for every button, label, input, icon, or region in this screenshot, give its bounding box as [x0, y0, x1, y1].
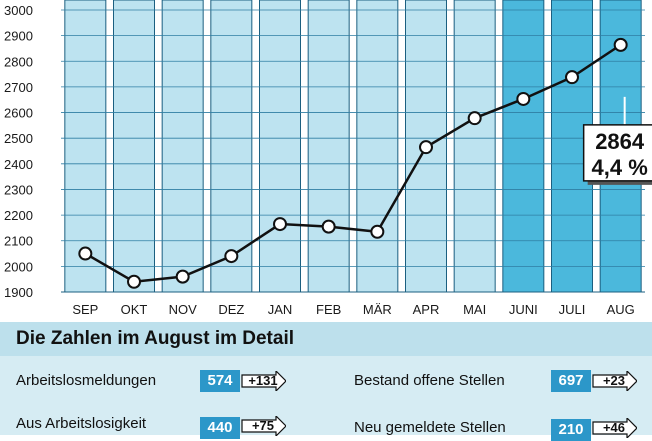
data-point-sep — [78, 246, 93, 261]
y-tick-label: 2200 — [4, 208, 33, 223]
y-tick-label: 2300 — [4, 182, 33, 197]
y-tick-label: 2700 — [4, 80, 33, 95]
column-bar-mai — [453, 0, 496, 293]
detail-panel: Die Zahlen im August im Detail Arbeitslo… — [0, 322, 652, 441]
y-tick-label: 2800 — [4, 54, 33, 69]
column-bar-nov — [161, 0, 204, 293]
data-point-juli — [565, 70, 579, 85]
y-tick-label: 2600 — [4, 106, 33, 121]
row-value-arbeitslosmeldungen: 574 — [200, 370, 240, 392]
x-tick-label: MAI — [463, 302, 486, 317]
detail-title: Die Zahlen im August im Detail — [0, 322, 652, 356]
delta-arrow-icon: +46 — [591, 418, 637, 438]
row-label-neu-gemeldete-stellen: Neu gemeldete Stellen — [354, 419, 506, 436]
column-bar-mär — [356, 0, 399, 293]
y-tick-label: 2500 — [4, 131, 33, 146]
delta-arrow-icon: +131 — [240, 371, 286, 391]
line-chart: 1900 2000 2100 2200 2300 2400 2500 2600 2700 2800… — [4, 0, 652, 317]
data-point-mär — [370, 224, 385, 239]
y-tick-label: 2400 — [4, 157, 33, 172]
callout-value: 2864 — [595, 129, 645, 154]
column-bar-feb — [307, 0, 350, 293]
x-tick-label: JULI — [559, 302, 586, 317]
row-delta-neu-gemeldete-stellen: +46 — [602, 420, 626, 435]
row-label-bestand-offene-stellen: Bestand offene Stellen — [354, 372, 505, 389]
data-point-feb — [321, 219, 336, 234]
y-tick-label: 2900 — [4, 29, 33, 44]
x-tick-label: DEZ — [218, 302, 244, 317]
column-bar-juni — [502, 0, 545, 293]
row-label-aus-arbeitslosigkeit: Aus Arbeitslosigkeit — [16, 415, 147, 432]
row-value-bestand-offene-stellen: 697 — [551, 370, 591, 392]
y-tick-label: 2000 — [4, 259, 33, 274]
data-point-okt — [127, 274, 141, 289]
y-tick-label: 2100 — [4, 234, 33, 249]
x-tick-label: FEB — [316, 302, 341, 317]
column-bar-dez — [210, 0, 253, 293]
data-point-apr — [419, 140, 433, 155]
row-delta-bestand-offene-stellen: +23 — [602, 373, 626, 388]
value-callout: 2864 4,4 % — [582, 96, 652, 185]
data-point-juni — [516, 91, 531, 106]
data-point-aug — [613, 37, 628, 52]
y-tick-label: 1900 — [4, 285, 33, 300]
x-tick-label: JUNI — [509, 302, 538, 317]
row-label-arbeitslosmeldungen: Arbeitslosmeldungen — [16, 372, 157, 389]
callout-rate: 4,4 % — [592, 155, 648, 180]
y-tick-label: 3000 — [4, 3, 33, 18]
row-value-aus-arbeitslosigkeit: 440 — [200, 417, 240, 439]
x-tick-label: OKT — [121, 302, 148, 317]
x-tick-label: MÄR — [363, 302, 392, 317]
delta-arrow-icon: +75 — [240, 416, 286, 436]
data-point-dez — [224, 249, 239, 264]
x-tick-label: JAN — [268, 302, 293, 317]
data-point-nov — [175, 269, 190, 284]
series-line — [84, 43, 622, 284]
row-delta-aus-arbeitslosigkeit: +75 — [251, 418, 275, 433]
x-tick-label: APR — [413, 302, 440, 317]
x-tick-label: SEP — [72, 302, 98, 317]
row-value-neu-gemeldete-stellen: 210 — [551, 419, 591, 441]
delta-arrow-icon: +23 — [591, 371, 637, 391]
column-bar-okt — [113, 0, 155, 293]
data-point-mai — [467, 111, 482, 126]
data-point-jan — [273, 217, 287, 232]
row-delta-arbeitslosmeldungen: +131 — [248, 373, 278, 388]
column-bar-jan — [259, 0, 301, 293]
x-tick-label: AUG — [607, 302, 635, 317]
x-tick-label: NOV — [169, 302, 198, 317]
column-bar-sep — [64, 0, 107, 293]
